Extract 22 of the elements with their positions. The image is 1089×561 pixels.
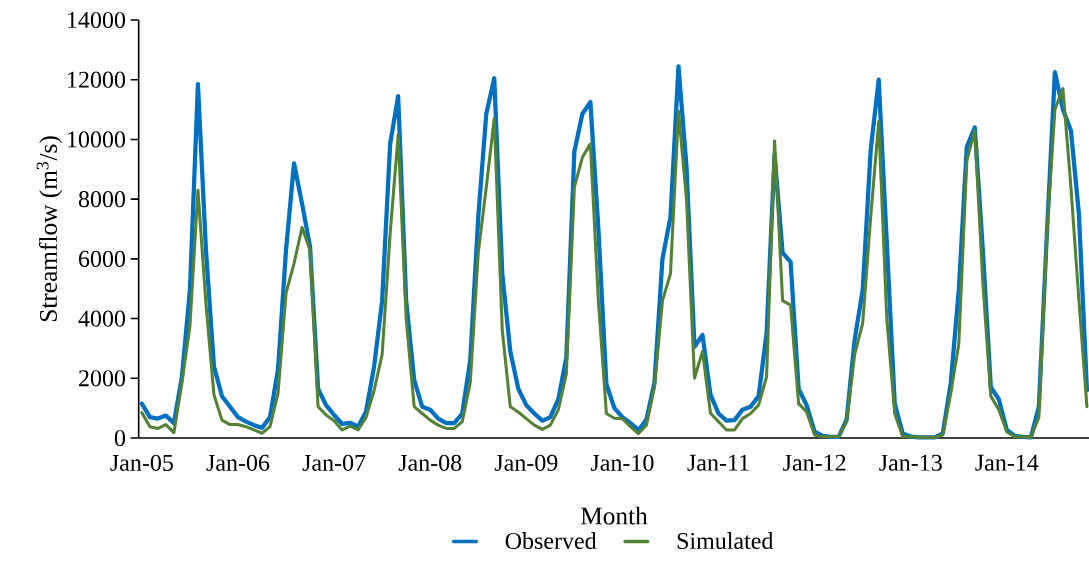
legend-label: Observed: [505, 532, 597, 550]
x-tick-label: Jan-07: [302, 454, 366, 471]
x-tick-label: Jan-06: [206, 454, 270, 471]
y-tick-label: 14000: [68, 11, 126, 29]
x-tick-label: Jan-05: [110, 454, 173, 471]
x-tick-label: Jan-12: [783, 454, 846, 471]
y-tick-label: 8000: [78, 191, 126, 208]
y-tick-label: 6000: [78, 250, 126, 267]
y-tick-label: 2000: [79, 370, 126, 387]
y-tick-label: 12000: [68, 71, 126, 88]
y-tick-label: 10000: [68, 131, 126, 148]
x-tick-label: Jan-10: [590, 454, 654, 471]
x-tick-label: Jan-14: [975, 454, 1039, 471]
y-axis-title: Streamflow (m$^{3}$/s): [36, 136, 63, 322]
x-axis-title: Month: [580, 506, 648, 525]
y-tick-label: 0: [114, 429, 126, 447]
x-tick-label: Jan-08: [398, 454, 462, 471]
legend-label: Simulated: [677, 532, 774, 550]
y-tick-label: 4000: [78, 310, 126, 327]
x-tick-label: Jan-09: [494, 454, 558, 471]
x-tick-label: Jan-13: [879, 454, 942, 471]
x-tick-label: Jan-11: [687, 454, 749, 471]
